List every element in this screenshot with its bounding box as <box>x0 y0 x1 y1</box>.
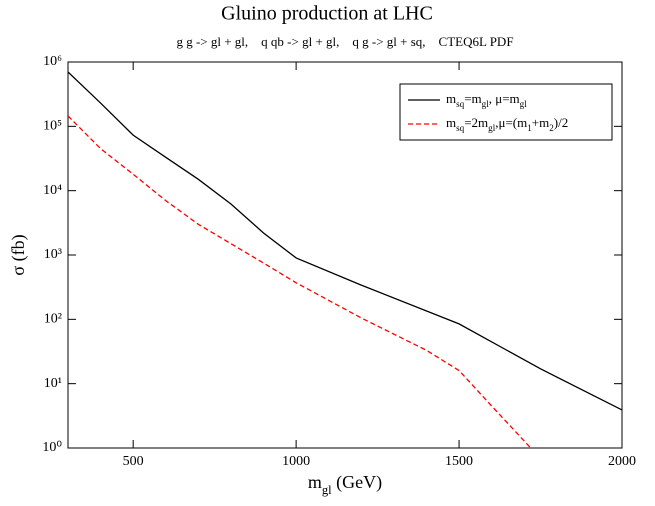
x-tick-label: 2000 <box>608 454 636 469</box>
x-tick-label: 1000 <box>282 454 310 469</box>
x-axis-label: mgl (GeV) <box>308 472 382 497</box>
y-tick-label: 10¹ <box>44 376 62 391</box>
legend-label: msq=mgl, μ=mgl <box>446 91 527 109</box>
x-tick-label: 1500 <box>445 454 473 469</box>
y-tick-label: 10⁴ <box>43 183 62 198</box>
y-tick-label: 10⁰ <box>42 440 62 455</box>
y-tick-label: 10³ <box>44 247 62 262</box>
legend-box <box>399 83 613 141</box>
y-tick-label: 10⁶ <box>43 54 62 69</box>
x-tick-label: 500 <box>123 454 144 469</box>
chart-title: Gluino production at LHC <box>221 3 433 25</box>
chart-subtitle: g g -> gl + gl, q qb -> gl + gl, q g -> … <box>176 34 513 49</box>
y-tick-label: 10⁵ <box>43 119 62 134</box>
line <box>68 115 532 448</box>
legend-label: msq=2mgl,μ=(m1+m2)/2 <box>446 115 568 133</box>
line <box>68 71 622 411</box>
y-tick-label: 10² <box>44 312 62 327</box>
y-axis-label: σ (fb) <box>8 234 29 275</box>
